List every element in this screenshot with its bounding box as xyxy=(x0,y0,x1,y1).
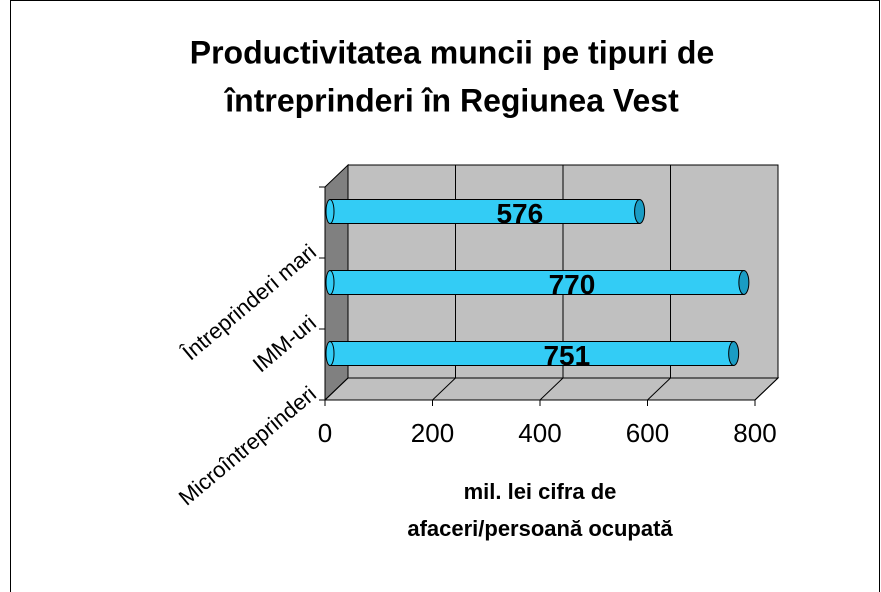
value-label: 770 xyxy=(549,269,596,300)
x-tick-label: 0 xyxy=(318,418,332,448)
bar-cap xyxy=(325,270,335,295)
value-label: 576 xyxy=(496,198,543,229)
grid-line xyxy=(432,377,456,401)
bar-cap xyxy=(738,270,750,295)
bar xyxy=(329,341,735,366)
grid-line xyxy=(647,377,671,401)
bar-cap xyxy=(325,341,335,366)
bar-cap xyxy=(634,199,646,224)
bar-cap xyxy=(325,199,335,224)
bar-cap xyxy=(728,341,740,366)
x-tick-label: 600 xyxy=(626,418,669,448)
bar xyxy=(329,199,641,224)
x-axis-title: mil. lei cifra de xyxy=(464,479,617,504)
grid-line xyxy=(754,377,779,401)
x-tick-label: 800 xyxy=(733,418,776,448)
chart-title: Productivitatea muncii pe tipuri de xyxy=(190,34,715,70)
grid-line xyxy=(324,377,349,401)
chart-title: întreprinderi în Regiunea Vest xyxy=(223,82,679,118)
bar xyxy=(329,270,745,295)
x-tick-label: 400 xyxy=(518,418,561,448)
value-label: 751 xyxy=(543,340,590,371)
x-tick-label: 200 xyxy=(411,418,454,448)
x-axis-title: afaceri/persoană ocupată xyxy=(407,516,673,541)
grid-line xyxy=(539,377,564,401)
